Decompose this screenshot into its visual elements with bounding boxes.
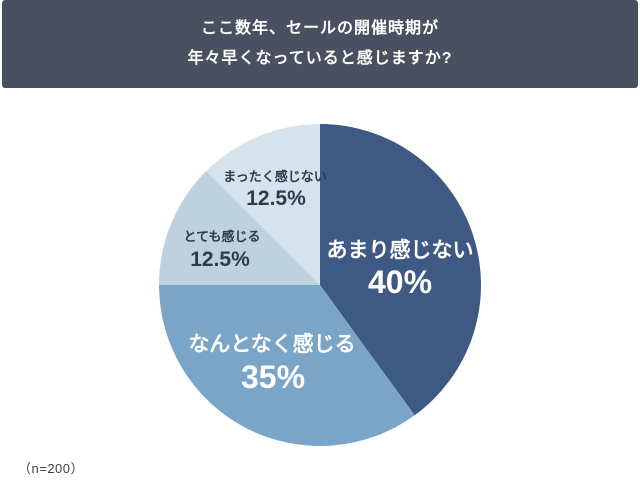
slice-label-3: まったく感じない	[223, 169, 326, 184]
pie-slice-3	[206, 124, 320, 285]
pie-slice-0	[320, 124, 481, 416]
pie-slice-1	[159, 285, 415, 446]
question-title-line1: ここ数年、セールの開催時期が	[200, 20, 439, 37]
slice-label-2: とても感じる	[184, 229, 261, 244]
slice-label-0: あまり感じない	[327, 238, 474, 262]
sample-size-note: （n=200）	[18, 461, 85, 476]
slice-value-0: 40%	[368, 264, 432, 300]
slice-label-1: なんとなく感じる	[188, 332, 355, 356]
slice-value-1: 35%	[241, 359, 305, 395]
question-header: ここ数年、セールの開催時期が 年々早くなっていると感じますか?	[2, 0, 638, 88]
slice-value-2: 12.5%	[190, 248, 250, 271]
question-title-line2: 年々早くなっていると感じますか?	[187, 50, 453, 67]
slice-value-3: 12.5%	[246, 187, 306, 210]
pie-slice-2	[159, 171, 320, 285]
